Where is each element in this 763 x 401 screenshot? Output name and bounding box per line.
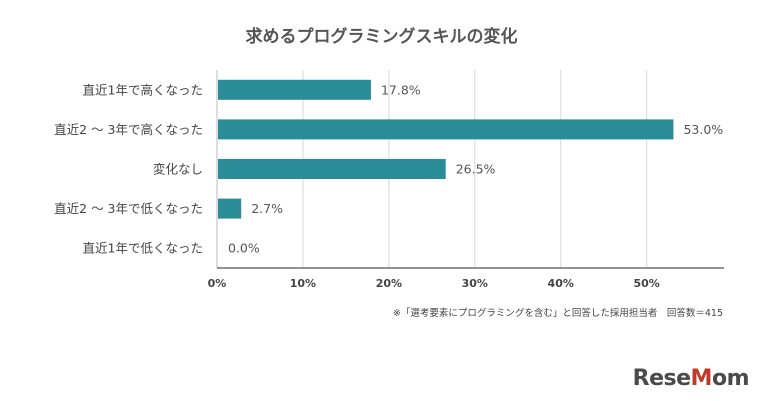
axes	[216, 70, 724, 269]
x-tick-label: 40%	[548, 277, 574, 290]
category-label: 直近2 ～ 3年で高くなった	[54, 122, 203, 137]
x-tick-label: 30%	[462, 277, 488, 290]
bar	[218, 119, 674, 140]
x-tick-label: 20%	[376, 277, 402, 290]
x-tick-label: 10%	[290, 277, 316, 290]
value-label: 26.5%	[456, 162, 496, 177]
category-label: 変化なし	[153, 162, 203, 177]
value-label: 17.8%	[381, 82, 421, 97]
labels: 0% 10% 20% 30% 40% 50% 直近1年で高くなった 17.8% 直近2 ～ 3年…	[54, 82, 723, 290]
x-tick-label: 50%	[633, 277, 659, 290]
chart-title: 求めるプログラミングスキルの変化	[245, 27, 518, 47]
chart-footnote: ※「選考要素にプログラミングを含む」と回答した採用担当者 回答数＝415	[392, 308, 723, 319]
value-label: 53.0%	[683, 122, 723, 137]
resemom-logo: ReseMom	[632, 366, 750, 391]
x-tick-label: 0%	[208, 277, 227, 290]
category-label: 直近1年で低くなった	[83, 241, 203, 256]
bar	[218, 159, 446, 179]
value-label: 2.7%	[251, 201, 283, 216]
bars	[218, 79, 674, 219]
bar	[218, 198, 242, 219]
bar	[218, 79, 371, 100]
category-label: 直近2 ～ 3年で低くなった	[54, 201, 203, 216]
category-label: 直近1年で高くなった	[83, 82, 203, 97]
value-label: 0.0%	[228, 241, 260, 256]
